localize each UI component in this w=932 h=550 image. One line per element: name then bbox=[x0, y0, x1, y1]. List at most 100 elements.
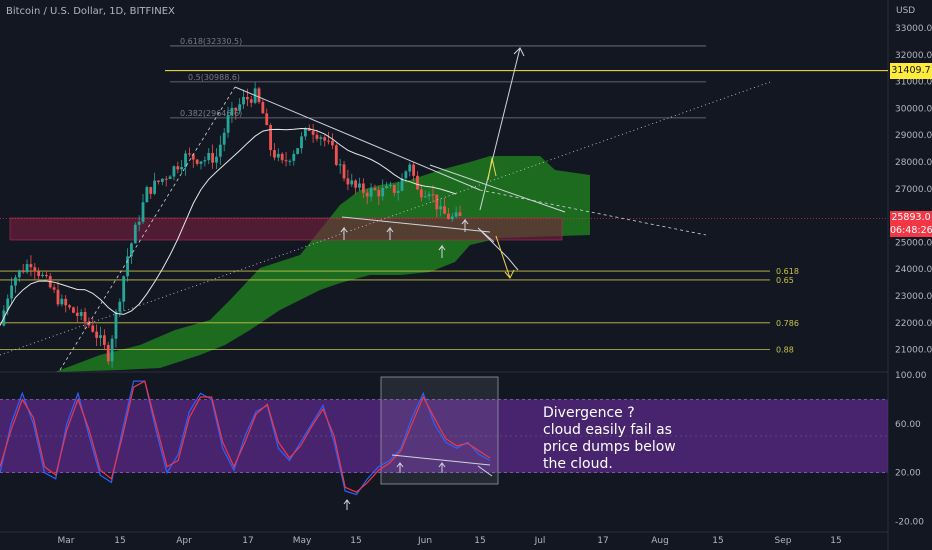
candle-body bbox=[396, 190, 400, 193]
projection-down-line bbox=[495, 235, 511, 279]
candle-body bbox=[408, 164, 412, 172]
candle-body bbox=[52, 287, 56, 290]
candle-body bbox=[346, 178, 350, 185]
time-tick-label: Jun bbox=[417, 536, 432, 546]
candle-body bbox=[300, 136, 303, 149]
time-tick-label: 15 bbox=[712, 536, 723, 546]
time-tick-label: Apr bbox=[176, 536, 192, 546]
time-tick-label: Jul bbox=[534, 536, 546, 546]
candle-body bbox=[130, 243, 133, 257]
candle-body bbox=[188, 153, 191, 155]
last-price-label: 25893.0 06:48:26 bbox=[890, 211, 932, 237]
candle-body bbox=[365, 192, 369, 197]
candle-body bbox=[423, 196, 427, 198]
candle-body bbox=[338, 164, 342, 166]
stoch-tick-label: 60.00 bbox=[895, 420, 921, 430]
candle-body bbox=[126, 256, 129, 277]
stoch-k-line bbox=[0, 380, 491, 496]
candle-body bbox=[72, 307, 75, 313]
ichimoku-cloud bbox=[55, 156, 590, 372]
candle-body bbox=[269, 125, 272, 151]
price-tick-label: 22000.0 bbox=[895, 319, 932, 329]
candle-body bbox=[419, 189, 423, 198]
candle-body bbox=[273, 150, 276, 158]
projection-path bbox=[479, 229, 519, 271]
candle-body bbox=[106, 344, 110, 362]
candle-body bbox=[203, 160, 207, 162]
candle-body bbox=[168, 176, 172, 180]
fib-label: 0.5(30988.6) bbox=[188, 73, 240, 82]
time-tick-label: 15 bbox=[114, 536, 125, 546]
price-tick-label: 33000.0 bbox=[895, 24, 932, 34]
candle-body bbox=[83, 312, 87, 322]
candle-body bbox=[249, 99, 253, 103]
candle-body bbox=[303, 128, 307, 137]
price-tick-label: 27000.0 bbox=[895, 185, 932, 195]
candle-body bbox=[145, 187, 149, 203]
candle-body bbox=[435, 194, 439, 210]
drawings bbox=[0, 47, 771, 371]
currency-label: USD bbox=[896, 6, 916, 16]
candle-body bbox=[400, 178, 404, 191]
price-tick-label: 31000.0 bbox=[895, 78, 932, 88]
note-line: cloud easily fail as bbox=[543, 422, 672, 438]
note-line: price dumps below bbox=[543, 439, 676, 455]
stoch-tick-label: 20.00 bbox=[895, 469, 921, 479]
candle-body bbox=[41, 274, 44, 277]
candle-body bbox=[60, 298, 64, 305]
divergence-line bbox=[391, 454, 491, 466]
time-tick-label: 15 bbox=[350, 536, 361, 546]
candle-body bbox=[122, 276, 126, 302]
candle-body bbox=[385, 185, 388, 189]
divergence-arrow bbox=[477, 465, 493, 477]
candle-body bbox=[114, 311, 118, 339]
support-trendline bbox=[59, 86, 236, 371]
candles bbox=[2, 82, 462, 368]
candle-body bbox=[164, 178, 168, 180]
candle-body bbox=[257, 88, 261, 103]
candle-body bbox=[450, 216, 454, 220]
stoch-tick-label: -20.00 bbox=[895, 518, 924, 528]
support-zone-rect bbox=[10, 218, 562, 240]
countdown-value: 06:48:26 bbox=[890, 225, 932, 236]
candle-body bbox=[75, 312, 79, 316]
candle-body bbox=[29, 264, 33, 268]
candle-body bbox=[199, 161, 203, 164]
price-tick-label: 32000.0 bbox=[895, 51, 932, 61]
candle-body bbox=[99, 335, 102, 338]
up-arrow-head bbox=[340, 227, 348, 233]
candle-body bbox=[21, 270, 25, 273]
candle-body bbox=[25, 264, 29, 273]
candle-body bbox=[14, 277, 17, 286]
candle-body bbox=[377, 190, 381, 197]
candle-body bbox=[350, 180, 354, 185]
time-tick-label: Aug bbox=[651, 536, 669, 546]
stoch-rsi-panel bbox=[0, 376, 888, 510]
projection-up-line bbox=[479, 47, 521, 211]
candle-body bbox=[389, 184, 392, 186]
candle-body bbox=[458, 212, 462, 217]
candle-body bbox=[10, 285, 13, 299]
candle-body bbox=[110, 338, 114, 362]
candle-body bbox=[261, 102, 265, 114]
candle-body bbox=[180, 166, 184, 170]
fib-label: 0.382(29646.6) bbox=[180, 109, 242, 118]
note-line: Divergence ? bbox=[543, 405, 635, 421]
arrow-head bbox=[504, 269, 515, 279]
candle-body bbox=[191, 154, 195, 160]
candle-body bbox=[37, 271, 41, 277]
candle-body bbox=[207, 152, 211, 161]
candle-body bbox=[416, 175, 419, 190]
time-tick-label: 17 bbox=[597, 536, 608, 546]
time-tick-label: 15 bbox=[830, 536, 841, 546]
up-arrow-head bbox=[461, 219, 469, 225]
candle-body bbox=[153, 180, 157, 194]
resistance-extension bbox=[479, 189, 707, 236]
candle-body bbox=[56, 289, 60, 305]
candle-body bbox=[184, 153, 187, 167]
candle-body bbox=[226, 115, 230, 133]
stoch-tick-label: 100.00 bbox=[895, 371, 927, 381]
time-tick-label: 17 bbox=[242, 536, 253, 546]
candle-body bbox=[172, 166, 176, 177]
